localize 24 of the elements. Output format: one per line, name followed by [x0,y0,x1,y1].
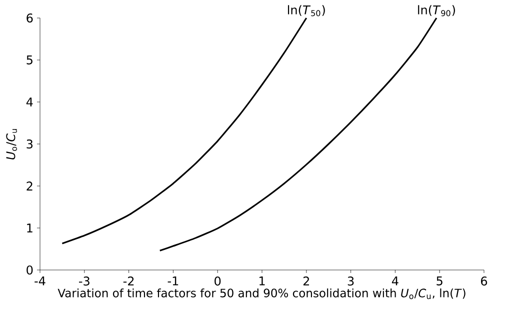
y-tick-label: 0 [26,265,33,275]
y-tick-label: 4 [26,98,33,106]
x-tick-label: 3 [348,276,354,286]
y-tick-label: 3 [26,139,33,149]
x-tick-label: -1 [168,276,178,286]
series-label: ln(T$_{90}$) [418,5,456,16]
line-series [61,17,308,244]
y-tick-label: 5 [26,56,32,64]
x-tick-label: -2 [123,276,134,286]
x-tick-label: 1 [260,276,265,286]
line-series [159,17,438,252]
text: Variation of time factors for 50 and 90% consolidation with U$_{o}$/C$_{u}$, ln(T) [58,288,466,300]
y-axis-title: U$_{o}$/C$_{u}$ [6,129,17,160]
x-tick-label: 4 [392,276,398,286]
x-tick-label: 5 [436,276,442,286]
x-tick-label: -4 [34,276,46,286]
series-label: ln(T$_{50}$) [288,5,325,16]
x-tick-label: 0 [214,276,221,286]
x-tick-label: 2 [303,276,310,286]
x-tick-label: 6 [481,276,488,286]
y-tick-label: 1 [27,224,32,232]
y-tick-label: 6 [26,13,33,23]
y-tick-label: 2 [26,182,32,190]
x-tick-label: -3 [79,276,90,286]
